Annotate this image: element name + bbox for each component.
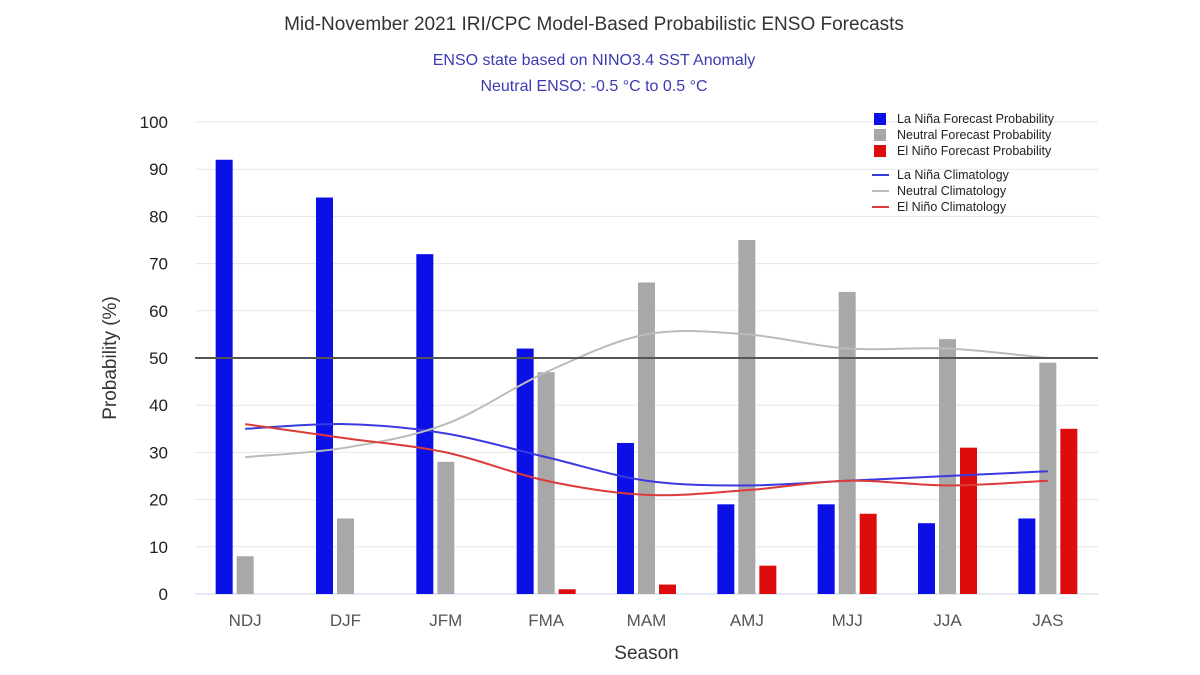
x-tick-label: MAM [627, 611, 667, 630]
x-tick-label: NDJ [229, 611, 262, 630]
y-tick-label: 30 [149, 443, 168, 462]
legend-item: El Niño Forecast Probability [874, 144, 1052, 158]
bar-el-nino [558, 589, 576, 594]
legend-swatch [874, 145, 886, 157]
legend-item: La Niña Forecast Probability [874, 112, 1055, 126]
y-tick-label: 0 [159, 585, 168, 604]
bar-neutral [838, 291, 856, 594]
y-axis-ticks: 0 10 20 30 40 50 60 70 80 90 100 [140, 113, 168, 604]
x-axis-title: Season [614, 643, 678, 664]
y-tick-label: 20 [149, 491, 168, 510]
bar-neutral [236, 556, 254, 594]
bar-la-nina [416, 254, 434, 594]
bar-el-nino [1060, 428, 1078, 594]
x-tick-label: JFM [429, 611, 462, 630]
bar-el-nino [960, 447, 977, 594]
legend-label: La Niña Forecast Probability [897, 112, 1055, 126]
x-tick-label: FMA [528, 611, 565, 630]
legend-label: El Niño Climatology [897, 200, 1007, 214]
bar-el-nino [859, 513, 877, 594]
line-el-nino-clim [245, 423, 1048, 497]
bar-la-nina [817, 504, 835, 594]
y-tick-label: 80 [149, 207, 168, 226]
legend-label: Neutral Climatology [897, 184, 1007, 198]
bar-el-nino [759, 565, 777, 594]
legend-item: Neutral Forecast Probability [874, 128, 1052, 142]
x-tick-label: AMJ [730, 611, 764, 630]
legend-label: El Niño Forecast Probability [897, 144, 1052, 158]
legend-item: Neutral Climatology [872, 184, 1007, 198]
y-tick-label: 50 [149, 349, 168, 368]
bar-neutral [1039, 362, 1057, 594]
y-tick-label: 100 [140, 113, 168, 132]
chart-title: Mid-November 2021 IRI/CPC Model-Based Pr… [284, 14, 904, 35]
y-tick-label: 70 [149, 255, 168, 274]
legend-swatch [874, 113, 886, 125]
chart-subtitle-state: ENSO state based on NINO3.4 SST Anomaly [432, 52, 756, 69]
line-la-nina-clim [245, 422, 1048, 487]
legend-label: La Niña Climatology [897, 168, 1010, 182]
bar-neutral [337, 518, 354, 594]
bar-la-nina [1018, 518, 1036, 594]
legend-item: El Niño Climatology [872, 200, 1007, 214]
y-axis-title: Probability (%) [100, 296, 121, 420]
legend: La Niña Forecast Probability Neutral Fore… [872, 112, 1055, 214]
x-tick-label: DJF [330, 611, 361, 630]
y-tick-label: 10 [149, 538, 168, 557]
bar-la-nina [516, 348, 534, 594]
bar-neutral [738, 240, 756, 594]
x-tick-label: JJA [933, 611, 962, 630]
y-tick-label: 90 [149, 160, 168, 179]
legend-label: Neutral Forecast Probability [897, 128, 1052, 142]
bar-neutral [638, 282, 655, 594]
chart-subtitle-neutral-range: Neutral ENSO: -0.5 °C to 0.5 °C [480, 78, 708, 95]
bar-neutral [939, 339, 956, 594]
x-axis-ticks: NDJ DJF JFM FMA MAM AMJ MJJ JJA JAS [229, 611, 1064, 630]
bar-la-nina [316, 197, 333, 594]
x-tick-label: JAS [1032, 611, 1063, 630]
bars [215, 159, 1078, 594]
bar-la-nina [918, 523, 935, 594]
bar-la-nina [215, 159, 233, 594]
legend-swatch [874, 129, 886, 141]
y-tick-label: 60 [149, 302, 168, 321]
bar-la-nina [717, 504, 735, 594]
bar-la-nina [617, 442, 634, 594]
climatology-lines [245, 330, 1048, 497]
y-tick-label: 40 [149, 396, 168, 415]
legend-item: La Niña Climatology [872, 168, 1010, 182]
x-tick-label: MJJ [832, 611, 863, 630]
bar-neutral [437, 461, 455, 594]
bar-neutral [537, 372, 555, 594]
bar-el-nino [659, 584, 676, 594]
